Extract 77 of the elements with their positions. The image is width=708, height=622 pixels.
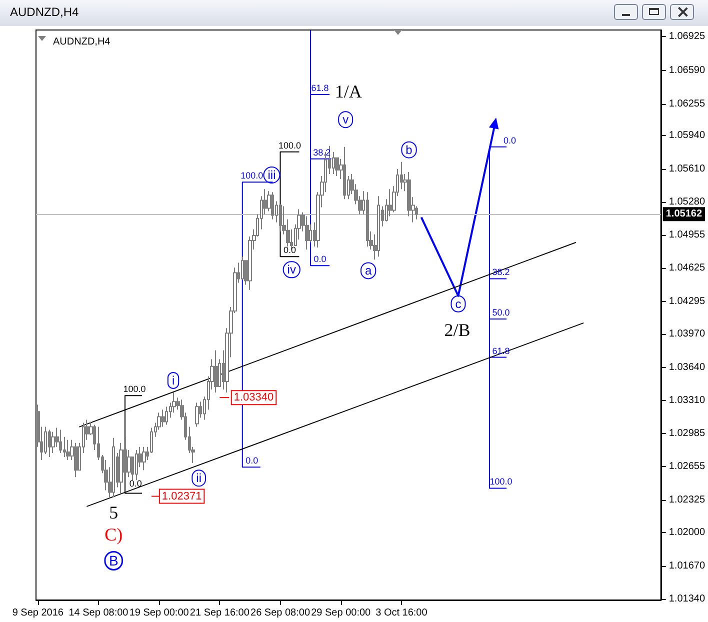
annotation: v (342, 112, 349, 127)
annotation: 0.0 (283, 245, 296, 256)
y-tick-label: 1.02655 (668, 461, 706, 472)
y-tick-label: 1.04295 (668, 296, 706, 307)
y-tick-label: 1.03310 (668, 395, 706, 406)
text: AUDNZD,H4 (53, 36, 111, 48)
annotation: a (364, 264, 372, 278)
annotation: iii (268, 168, 276, 182)
y-tick-label: 1.06255 (668, 98, 706, 110)
candlestick (305, 216, 309, 250)
candlestick (59, 429, 62, 454)
x-tick-label: 26 Sep 08:00 (250, 608, 310, 618)
annotation: 1.03340 (234, 392, 274, 404)
x-tick-label: 14 Sep 08:00 (68, 608, 129, 618)
candlestick (142, 446, 146, 471)
ref-line-label: 1.05162 (666, 208, 702, 220)
annotation: 100.0 (278, 140, 301, 150)
candlestick (161, 409, 165, 428)
annotation: 1.02371 (162, 490, 202, 502)
candlestick (74, 442, 78, 478)
annotation: c (455, 296, 462, 311)
x-tick-label: 9 Sep 2016 (12, 608, 64, 618)
candlestick (343, 146, 346, 200)
candlestick (195, 402, 199, 428)
annotation: C) (104, 524, 123, 545)
candlestick (271, 192, 274, 220)
candlestick (123, 436, 127, 491)
annotation: iv (287, 262, 296, 277)
annotation: 38.2 (313, 147, 331, 158)
candlestick (279, 204, 282, 232)
annotation: 0.0 (246, 456, 258, 466)
candlestick (135, 449, 138, 481)
y-tick-label: 1.03640 (668, 362, 706, 373)
annotation: 100.0 (240, 170, 264, 181)
y-tick-label: 1.01670 (668, 560, 706, 572)
x-tick-label: 21 Sep 16:00 (190, 608, 250, 618)
annotation: i (172, 373, 175, 388)
annotation: 38.2 (492, 267, 510, 278)
candlestick (214, 350, 218, 394)
annotation: 0.0 (503, 135, 516, 146)
chart-title: AUDNZD,H4 (10, 5, 79, 19)
annotation: 5 (109, 502, 118, 522)
candlestick (48, 429, 51, 458)
x-tick-label: 3 Oct 16:00 (376, 608, 428, 618)
candlestick (377, 196, 380, 258)
annotation: 1/A (334, 81, 362, 102)
y-tick-label: 1.03970 (668, 328, 706, 340)
candlestick (51, 431, 55, 454)
annotation: 100.0 (490, 476, 512, 487)
x-tick-label: 29 Sep 00:00 (311, 608, 372, 618)
annotation: ii (196, 471, 202, 486)
y-tick-label: 1.04625 (668, 262, 706, 274)
annotation: 0.0 (314, 254, 326, 264)
y-tick-label: 1.06925 (668, 31, 706, 42)
y-tick-label: 1.05280 (668, 196, 706, 208)
y-tick-label: 1.01340 (668, 593, 706, 604)
annotation: 2/B (444, 320, 470, 340)
candlestick (366, 192, 369, 248)
x-tick-label: 19 Sep 00:00 (129, 608, 190, 618)
y-tick-label: 1.02325 (668, 494, 706, 506)
y-tick-label: 1.02985 (668, 428, 706, 439)
annotation: 100.0 (123, 384, 146, 394)
candlestick (66, 439, 70, 461)
y-tick-label: 1.05610 (668, 163, 706, 174)
y-tick-label: 1.06590 (668, 64, 706, 76)
annotation: 61.8 (492, 346, 510, 356)
candlestick (172, 392, 176, 414)
y-tick-label: 1.04955 (668, 229, 706, 240)
y-tick-label: 1.02000 (668, 527, 706, 538)
candlestick (165, 406, 168, 426)
candlestick (112, 437, 115, 498)
annotation: 61.8 (311, 82, 329, 93)
y-tick-label: 1.05940 (668, 130, 706, 142)
annotation: 0.0 (129, 478, 142, 489)
annotation: b (406, 142, 413, 157)
annotation: B (108, 552, 118, 569)
annotation: 50.0 (492, 308, 510, 318)
